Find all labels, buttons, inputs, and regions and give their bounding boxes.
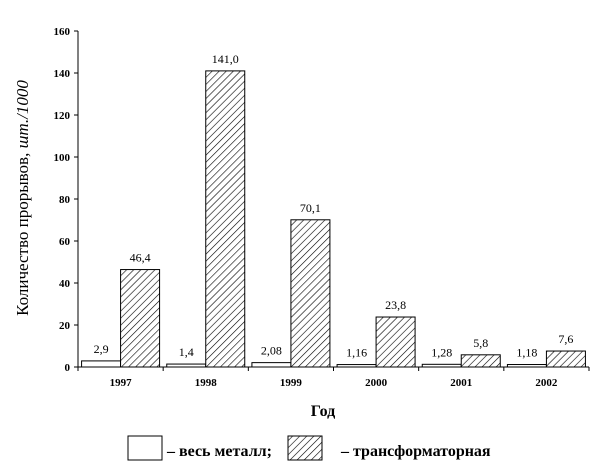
y-tick-label: 120 [54,110,71,122]
bar-transformer-1997 [120,269,161,368]
y-tick-label: 160 [54,26,71,38]
bar-all-metal-2002 [506,364,547,368]
x-tick-label: 1999 [280,377,303,389]
data-label: 70,1 [300,201,321,215]
bar-all-metal-1998 [166,363,207,368]
y-axis-title: Количество прорывов, шт./1000 [13,80,32,316]
data-labels: 2,9 46,4 1,4 141,0 2,08 70,1 1,16 23,8 1,28 5,8 1,… [94,52,574,360]
y-tick-label: 140 [54,68,71,80]
legend-label-all-metal: – весь металл; [166,443,272,460]
data-label: 1,4 [179,345,194,359]
y-axis-title-unit: шт./1000 [13,80,32,149]
legend: – весь металл; – трансформаторная [127,435,491,461]
bar-all-metal-1999 [251,362,292,368]
y-tick-label: 0 [65,362,71,374]
y-tick-label: 40 [59,278,71,290]
bar-transformer-1999 [290,219,331,368]
bar-transformer-2001 [460,354,501,368]
y-axis-ticks: 0 20 40 60 80 100 120 140 160 [54,26,78,374]
x-axis-title: Год [311,403,335,420]
data-label: 1,16 [346,346,367,360]
data-label: 1,18 [516,346,537,360]
data-label: 46,4 [130,251,151,265]
x-tick-label: 2001 [450,377,472,389]
data-label: 7,6 [558,332,573,346]
data-label: 2,08 [261,344,282,358]
data-label: 5,8 [473,336,488,350]
legend-label-transformer: – трансформаторная [340,443,491,460]
legend-swatch-transformer [287,435,323,461]
chart-bars [81,70,586,368]
x-tick-label: 2000 [365,377,388,389]
y-tick-label: 80 [59,194,71,206]
y-tick-label: 20 [59,320,71,332]
bar-transformer-1998 [205,70,246,368]
y-axis-title-main: Количество прорывов, [13,148,32,315]
x-tick-label: 2002 [535,377,558,389]
bar-all-metal-1997 [81,360,122,368]
y-tick-label: 60 [59,236,71,248]
data-label: 141,0 [212,52,239,66]
x-tick-label: 1997 [110,377,133,389]
x-axis-ticks: 1997 1998 1999 2000 2001 2002 [77,367,590,389]
data-label: 1,28 [431,345,452,359]
x-tick-label: 1998 [195,377,218,389]
data-label: 2,9 [94,342,109,356]
bar-transformer-2002 [545,350,586,368]
data-label: 23,8 [385,298,406,312]
bar-all-metal-2000 [336,364,377,368]
bar-all-metal-2001 [421,363,462,368]
bar-transformer-2000 [375,316,416,368]
legend-swatch-all-metal [127,435,163,461]
y-tick-label: 100 [54,152,71,164]
